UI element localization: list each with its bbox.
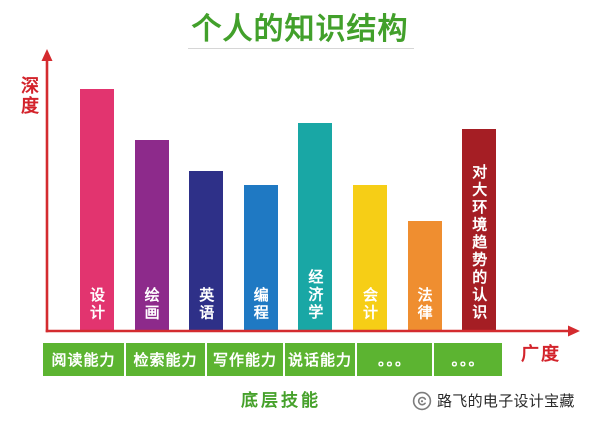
y-axis-arrow [41, 49, 53, 61]
bar-label-6: 会计 [361, 286, 379, 322]
skill-segment-writing: 写作能力 [205, 343, 283, 376]
skill-segment-more-1: 。。。 [355, 343, 432, 376]
bar-1: 设计 [80, 89, 114, 331]
foundation-skills-strip: 阅读能力 检索能力 写作能力 说话能力 。。。 。。。 [43, 343, 502, 376]
wechat-icon [412, 391, 432, 411]
watermark: 路飞的电子设计宝藏 [412, 391, 575, 411]
skill-segment-speaking: 说话能力 [283, 343, 355, 376]
x-axis-arrow [568, 325, 580, 337]
bar-label-2: 绘画 [142, 286, 161, 322]
chart-title: 个人的知识结构 [191, 12, 409, 47]
bar-4: 编程 [243, 184, 278, 331]
bar-label-4: 编程 [251, 286, 270, 322]
skill-segment-searching: 检索能力 [124, 343, 205, 376]
bar-label-5: 经济学 [306, 269, 325, 322]
bar-label-7: 法律 [415, 286, 434, 322]
skill-segment-reading: 阅读能力 [51, 351, 116, 369]
bar-8: 对大环境趋势的认识 [462, 128, 497, 331]
foundation-skills-label: 底层技能 [241, 391, 321, 411]
x-axis-label: 广度 [521, 344, 561, 365]
bar-3: 英语 [189, 170, 224, 331]
y-axis-label: 深度 [18, 76, 39, 116]
bar-label-1: 设计 [88, 286, 106, 322]
bar-2: 绘画 [134, 139, 169, 331]
bar-label-8: 对大环境趋势的认识 [470, 164, 489, 322]
watermark-text: 路飞的电子设计宝藏 [437, 392, 575, 410]
title-underline [188, 48, 414, 49]
skill-segment-more-2: 。。。 [432, 343, 502, 376]
bar-7: 法律 [407, 221, 442, 331]
bar-6: 会计 [353, 184, 387, 331]
bar-5: 经济学 [298, 123, 333, 331]
bar-label-3: 英语 [197, 286, 216, 322]
